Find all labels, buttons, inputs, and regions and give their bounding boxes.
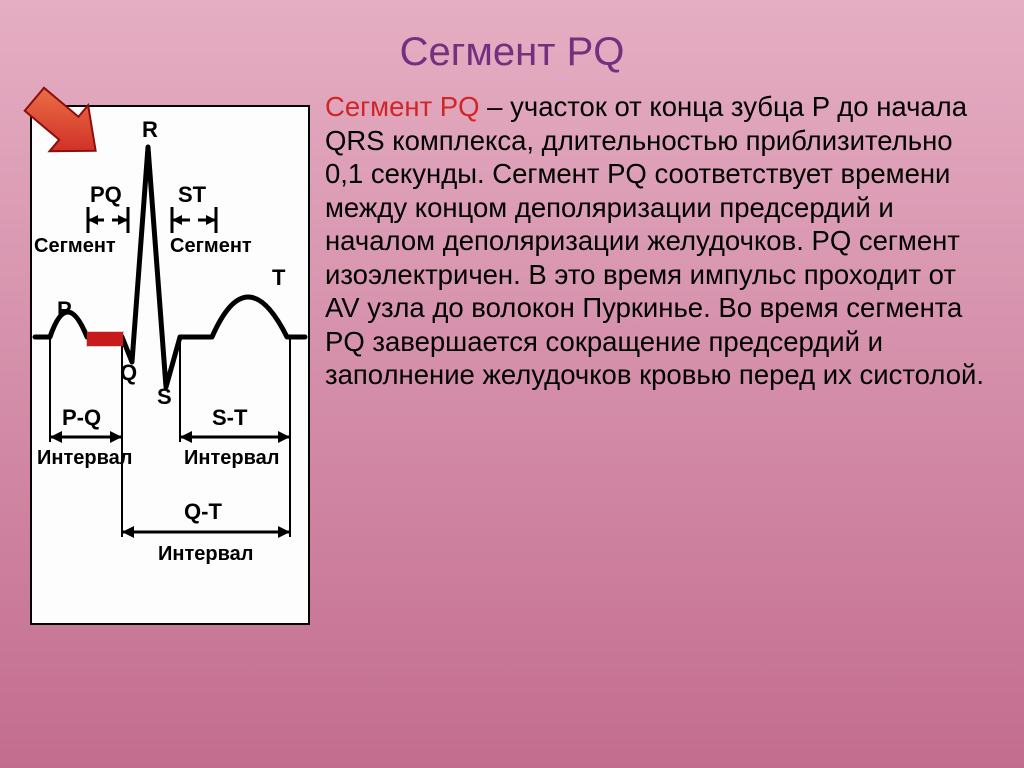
label-s-wave: S [157,384,172,410]
label-q-wave: Q [120,360,137,386]
label-st-int: S-T [212,405,247,431]
pq-segment-highlight [87,332,123,346]
label-pq-seg: PQ [90,182,122,208]
label-r-wave: R [142,117,158,143]
label-interval-1: Интервал [37,447,132,470]
lead-term: Сегмент PQ [325,91,480,122]
label-st-seg: ST [178,182,206,208]
label-interval-2: Интервал [184,447,279,470]
label-p-wave: P [57,297,72,323]
page-title: Сегмент PQ [30,30,994,75]
ecg-diagram: PQ ST Сегмент Сегмент R T P Q S P-Q S-T … [30,105,310,625]
content-row: PQ ST Сегмент Сегмент R T P Q S P-Q S-T … [30,90,994,625]
body-text: Сегмент PQ – участок от конца зубца P до… [320,90,994,392]
label-pq-int: P-Q [62,405,101,431]
slide: Сегмент PQ [0,0,1024,768]
label-interval-3: Интервал [158,543,253,566]
label-segment-right: Сегмент [170,235,252,258]
label-t-wave: T [272,265,285,291]
body-paragraph: – участок от конца зубца P до начала QRS… [325,91,984,390]
diagram-column: PQ ST Сегмент Сегмент R T P Q S P-Q S-T … [30,90,320,625]
label-qt-int: Q-T [184,499,222,525]
pointer-arrow-icon [15,75,115,175]
label-segment-left: Сегмент [34,235,116,258]
